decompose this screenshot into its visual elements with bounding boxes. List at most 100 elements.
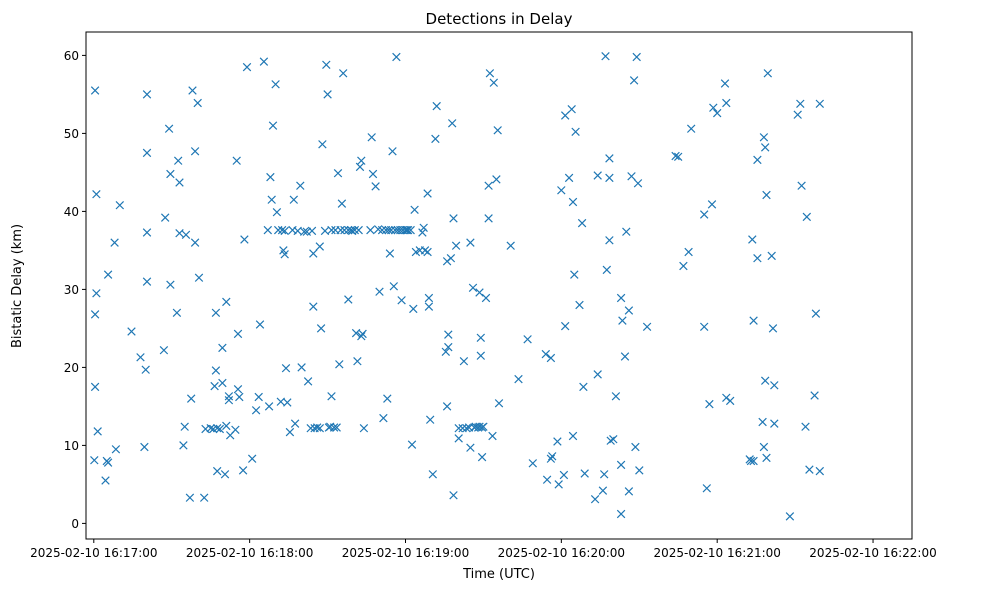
data-point [492,175,501,184]
data-point [493,126,502,135]
data-point [753,155,762,165]
data-point [190,147,200,156]
data-point [316,324,326,333]
data-point [383,394,392,403]
data-point [709,103,718,112]
data-point [624,306,634,315]
data-point [240,235,249,244]
data-point [605,173,614,183]
data-point [428,470,438,479]
x-tick-label: 2025-02-10 16:21:00 [653,546,780,560]
data-point [810,391,819,400]
data-point [357,156,366,165]
data-point [335,360,344,369]
data-point [181,230,191,240]
data-point [231,425,240,435]
data-point [758,417,767,427]
data-point [103,458,113,467]
data-point [264,402,274,411]
data-point [290,419,300,428]
data-point [633,179,643,188]
data-point [193,98,202,108]
data-point [289,195,299,204]
data-point [136,353,145,362]
data-point [484,181,493,190]
data-point [489,78,499,87]
data-point [359,423,369,433]
data-point [444,342,453,352]
data-point [632,52,641,62]
data-point [379,413,388,423]
data-point [506,241,515,250]
data-point [285,427,295,437]
data-point [720,79,730,88]
y-tick-label: 20 [64,361,79,375]
data-point [468,283,478,293]
data-point [272,207,282,217]
data-point [546,454,556,463]
data-point [185,493,195,502]
data-point [560,321,570,331]
data-point [166,280,175,289]
x-axis-label: Time (UTC) [462,567,535,582]
data-point [609,434,618,444]
data-point [303,377,313,386]
data-point [479,422,488,431]
data-point [762,190,771,200]
data-point [337,199,347,208]
data-point [357,331,366,341]
data-point [748,235,757,244]
plot-frame [85,31,913,540]
data-point [707,200,717,209]
data-point [307,226,317,236]
data-point [815,99,825,109]
data-point [466,443,475,452]
y-tick-label: 40 [64,205,79,219]
data-point [575,300,584,310]
data-point [570,270,579,279]
data-point [671,151,680,161]
y-tick-label: 30 [64,283,79,297]
data-point [338,69,348,78]
x-tick-label: 2025-02-10 16:19:00 [342,546,469,560]
y-axis-ticks: 0 10 20 30 40 50 60 [64,49,86,531]
data-point [354,225,363,235]
data-point [315,242,325,251]
data-point [605,154,614,163]
data-point [92,289,101,298]
data-point [263,225,273,235]
data-point [93,427,102,436]
data-point [454,434,463,443]
data-point [388,147,397,156]
data-point [366,225,375,235]
data-point [785,512,795,521]
data-point [811,309,821,318]
data-point [186,394,196,403]
data-point [815,466,825,476]
data-point [568,197,578,207]
data-point [759,442,769,452]
data-point [547,452,557,461]
data-point [606,436,615,445]
data-point [277,225,287,235]
data-point [802,212,812,222]
data-point [702,484,712,493]
data-point [160,213,170,222]
data-point [318,140,327,149]
data-point [92,189,101,199]
data-point [358,329,367,339]
y-tick-label: 10 [64,439,79,453]
data-point [283,398,292,407]
data-point [601,51,610,61]
data-point [624,487,634,496]
data-point [142,277,152,286]
data-point [705,399,714,409]
data-point [297,363,306,372]
data-point [296,181,305,190]
data-point [763,69,773,78]
data-point [224,392,234,401]
data-point [127,327,136,336]
data-point [212,423,222,433]
data-point [541,349,551,359]
